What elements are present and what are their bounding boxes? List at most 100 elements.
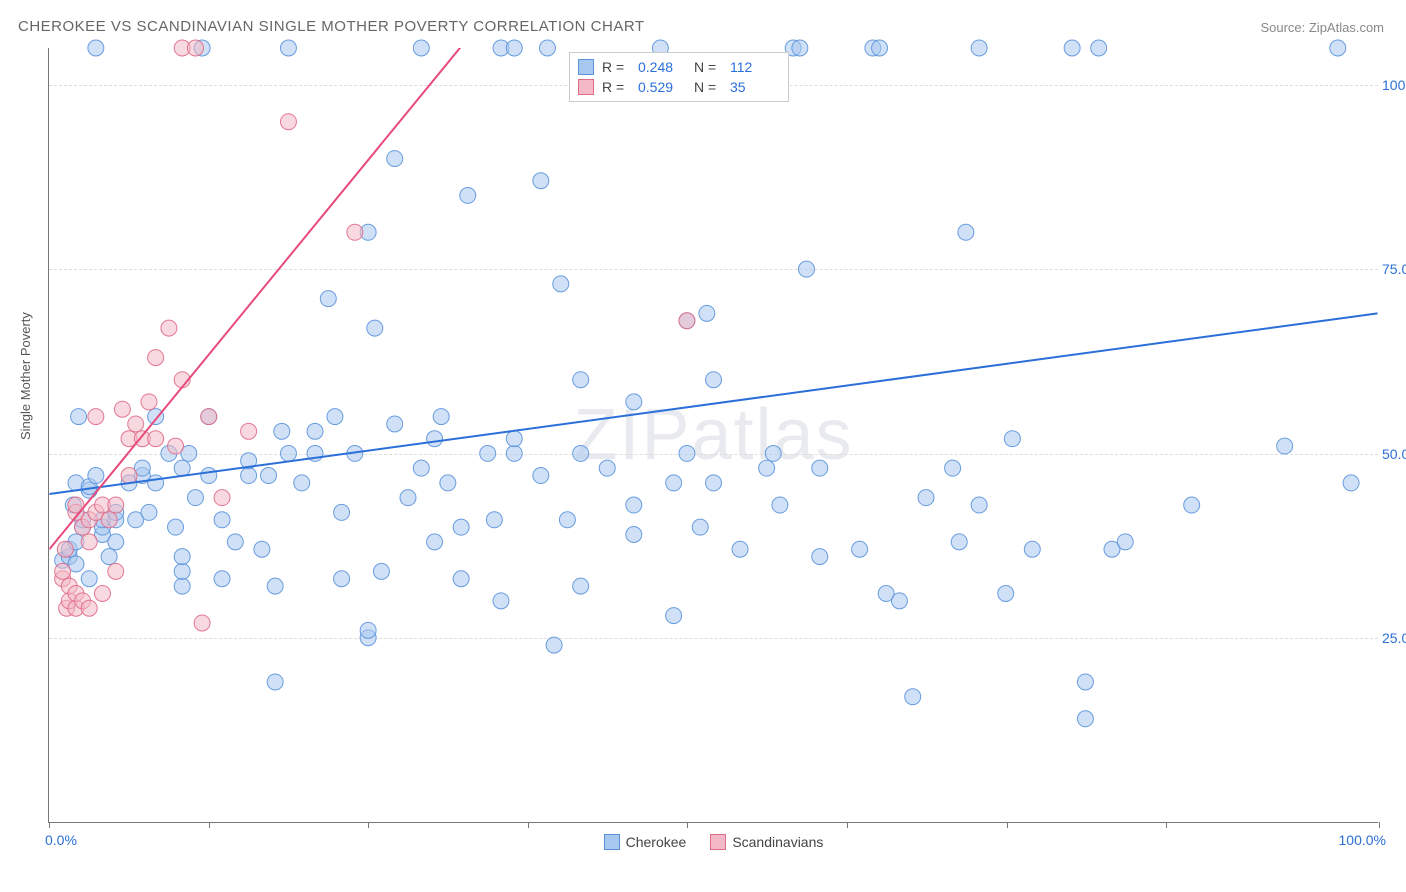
data-point xyxy=(101,512,117,528)
data-point xyxy=(373,563,389,579)
legend-label-scandinavians: Scandinavians xyxy=(732,834,823,850)
data-point xyxy=(872,40,888,56)
data-point xyxy=(114,401,130,417)
data-point xyxy=(108,534,124,550)
data-point xyxy=(486,512,502,528)
data-point xyxy=(798,261,814,277)
data-point xyxy=(214,490,230,506)
data-point xyxy=(121,468,137,484)
data-point xyxy=(440,475,456,491)
data-point xyxy=(214,512,230,528)
data-point xyxy=(772,497,788,513)
data-point xyxy=(55,563,71,579)
data-point xyxy=(174,578,190,594)
data-point xyxy=(480,445,496,461)
r-value-scandinavians: 0.529 xyxy=(638,79,686,95)
data-point xyxy=(732,541,748,557)
data-point xyxy=(94,585,110,601)
n-label: N = xyxy=(694,59,722,75)
data-point xyxy=(101,549,117,565)
data-point xyxy=(400,490,416,506)
n-label: N = xyxy=(694,79,722,95)
data-point xyxy=(141,504,157,520)
data-point xyxy=(553,276,569,292)
data-point xyxy=(327,409,343,425)
data-point xyxy=(759,460,775,476)
data-point xyxy=(254,541,270,557)
data-point xyxy=(334,504,350,520)
data-point xyxy=(214,571,230,587)
data-point xyxy=(88,468,104,484)
data-point xyxy=(261,468,277,484)
data-point xyxy=(546,637,562,653)
data-point xyxy=(765,445,781,461)
data-point xyxy=(280,445,296,461)
data-point xyxy=(148,409,164,425)
data-point xyxy=(320,291,336,307)
data-point xyxy=(148,475,164,491)
legend-row-scandinavians: R = 0.529 N = 35 xyxy=(578,77,778,97)
data-point xyxy=(493,593,509,609)
data-point xyxy=(573,372,589,388)
data-point xyxy=(506,431,522,447)
y-tick-label: 100.0% xyxy=(1382,77,1406,93)
correlation-legend: R = 0.248 N = 112 R = 0.529 N = 35 xyxy=(569,52,789,102)
data-point xyxy=(998,585,1014,601)
data-point xyxy=(626,394,642,410)
data-point xyxy=(241,468,257,484)
trend-line xyxy=(49,0,580,549)
data-point xyxy=(88,40,104,56)
data-point xyxy=(1330,40,1346,56)
data-point xyxy=(148,350,164,366)
data-point xyxy=(57,541,73,557)
data-point xyxy=(951,534,967,550)
data-point xyxy=(573,445,589,461)
r-label: R = xyxy=(602,79,630,95)
data-point xyxy=(148,431,164,447)
data-point xyxy=(227,534,243,550)
data-point xyxy=(274,423,290,439)
data-point xyxy=(168,519,184,535)
trend-line xyxy=(49,313,1377,494)
legend-label-cherokee: Cherokee xyxy=(626,834,687,850)
n-value-scandinavians: 35 xyxy=(730,79,778,95)
data-point xyxy=(692,519,708,535)
data-point xyxy=(141,394,157,410)
swatch-scandinavians xyxy=(578,79,594,95)
r-value-cherokee: 0.248 xyxy=(638,59,686,75)
data-point xyxy=(812,549,828,565)
data-point xyxy=(267,674,283,690)
data-point xyxy=(679,445,695,461)
data-point xyxy=(533,468,549,484)
data-point xyxy=(71,409,87,425)
y-axis-label: Single Mother Poverty xyxy=(18,312,33,440)
data-point xyxy=(958,224,974,240)
data-point xyxy=(706,372,722,388)
data-point xyxy=(267,578,283,594)
data-point xyxy=(453,519,469,535)
data-point xyxy=(573,578,589,594)
y-tick-label: 25.0% xyxy=(1382,630,1406,646)
data-point xyxy=(1277,438,1293,454)
data-point xyxy=(241,423,257,439)
data-point xyxy=(201,409,217,425)
data-point xyxy=(1004,431,1020,447)
data-point xyxy=(1184,497,1200,513)
data-point xyxy=(679,313,695,329)
data-point xyxy=(1024,541,1040,557)
data-point xyxy=(971,40,987,56)
scatter-svg xyxy=(49,48,1378,822)
data-point xyxy=(852,541,868,557)
legend-item-scandinavians: Scandinavians xyxy=(710,834,823,850)
swatch-cherokee xyxy=(578,59,594,75)
data-point xyxy=(307,423,323,439)
legend-row-cherokee: R = 0.248 N = 112 xyxy=(578,57,778,77)
data-point xyxy=(792,40,808,56)
data-point xyxy=(1091,40,1107,56)
data-point xyxy=(812,460,828,476)
data-point xyxy=(334,571,350,587)
data-point xyxy=(918,490,934,506)
plot-area: ZIPatlas 25.0%50.0%75.0%100.0% 0.0% 100.… xyxy=(48,48,1378,823)
data-point xyxy=(161,320,177,336)
data-point xyxy=(699,305,715,321)
